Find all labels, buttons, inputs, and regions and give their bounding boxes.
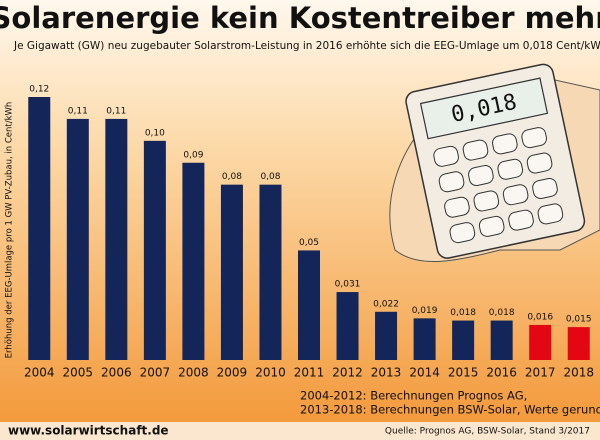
value-label: 0,031 bbox=[335, 280, 361, 290]
chart-title: Solarenergie kein Kostentreiber mehr bbox=[0, 1, 600, 35]
x-tick-label: 2017 bbox=[525, 366, 556, 380]
bar bbox=[567, 327, 590, 360]
value-label: 0,015 bbox=[566, 315, 592, 325]
y-axis-label: Erhöhung der EEG-Umlage pro 1 GW PV-Zuba… bbox=[5, 102, 15, 359]
footer: www.solarwirtschaft.de bbox=[8, 424, 169, 438]
calculator-key bbox=[492, 133, 518, 155]
x-tick-label: 2012 bbox=[332, 366, 363, 380]
value-label: 0,09 bbox=[183, 150, 203, 160]
calculator-key bbox=[508, 209, 534, 231]
value-label: 0,022 bbox=[373, 299, 399, 309]
calculator-display bbox=[419, 77, 549, 140]
bar bbox=[143, 140, 166, 360]
x-tick-label: 2010 bbox=[255, 366, 286, 380]
bar bbox=[66, 118, 89, 361]
calculator-key bbox=[526, 152, 553, 174]
bar bbox=[298, 250, 320, 360]
value-label: 0,016 bbox=[527, 312, 553, 322]
bar bbox=[490, 320, 513, 360]
value-label: 0,019 bbox=[412, 306, 438, 316]
value-label: 0,08 bbox=[260, 172, 280, 182]
x-tick-label: 2008 bbox=[178, 366, 209, 380]
bar bbox=[413, 318, 436, 360]
calculator-key bbox=[521, 127, 547, 149]
value-label: 0,018 bbox=[450, 308, 476, 318]
bar bbox=[28, 97, 51, 360]
value-label: 0,11 bbox=[68, 106, 88, 116]
x-tick-label: 2015 bbox=[448, 366, 479, 380]
bar bbox=[259, 184, 282, 360]
bar bbox=[375, 311, 398, 360]
calculator-key bbox=[438, 171, 465, 193]
x-tick-label: 2007 bbox=[140, 366, 171, 380]
calculator-key bbox=[502, 184, 529, 206]
calculator-key bbox=[478, 215, 505, 237]
bar bbox=[220, 184, 243, 360]
x-tick-label: 2016 bbox=[486, 366, 517, 380]
x-tick-label: 2009 bbox=[217, 366, 248, 380]
calculator-key bbox=[444, 196, 470, 218]
bar bbox=[452, 320, 475, 360]
x-tick-label: 2011 bbox=[294, 366, 325, 380]
calculator-key bbox=[433, 145, 459, 167]
value-label: 0,018 bbox=[489, 308, 515, 318]
x-tick-label: 2005 bbox=[63, 366, 94, 380]
x-tick-label: 2006 bbox=[101, 366, 132, 380]
value-label: 0,05 bbox=[299, 238, 319, 248]
bar bbox=[529, 324, 552, 360]
bar bbox=[336, 292, 359, 360]
x-tick-label: 2018 bbox=[563, 366, 594, 380]
calculator-key bbox=[473, 190, 500, 212]
value-label: 0,08 bbox=[222, 172, 242, 182]
calculator-keys bbox=[433, 127, 564, 244]
calculator-key bbox=[462, 139, 489, 161]
calculator-key bbox=[449, 222, 476, 244]
calculator-illustration: 0,018 bbox=[389, 63, 600, 262]
chart-subtitle: Je Gigawatt (GW) neu zugebauter Solarstr… bbox=[13, 40, 600, 52]
calculator-key bbox=[497, 158, 524, 180]
value-label: 0,12 bbox=[29, 85, 49, 95]
annotation-line: 2013-2018: Berechnungen BSW-Solar, Werte… bbox=[300, 403, 600, 417]
calculator-key bbox=[537, 203, 564, 225]
bar bbox=[105, 118, 128, 361]
bar bbox=[182, 162, 205, 360]
calculator-key bbox=[532, 177, 558, 199]
x-tick-label: 2013 bbox=[371, 366, 402, 380]
x-tick-label: 2014 bbox=[409, 366, 440, 380]
x-tick-label: 2004 bbox=[24, 366, 55, 380]
source: Quelle: Prognos AG, BSW-Solar, Stand 3/2… bbox=[385, 427, 590, 437]
value-label: 0,10 bbox=[145, 128, 165, 138]
annotation-line: 2004-2012: Berechnungen Prognos AG, bbox=[300, 389, 527, 403]
calculator-key bbox=[468, 165, 494, 187]
value-label: 0,11 bbox=[106, 106, 126, 116]
footer-band bbox=[0, 422, 600, 440]
